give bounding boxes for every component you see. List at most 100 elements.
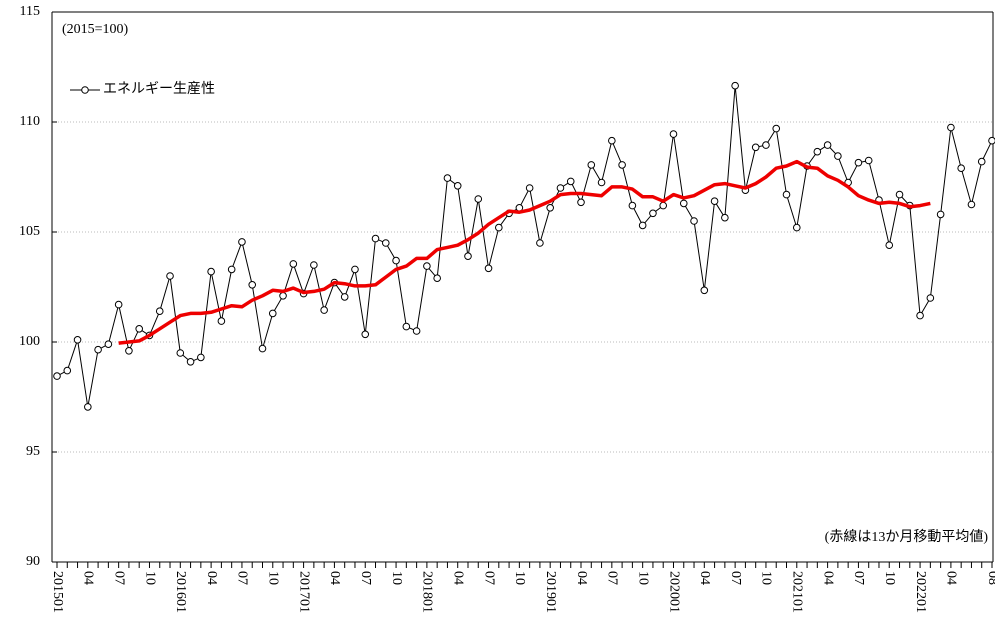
x-tick-label: 07: [481, 571, 496, 585]
x-tick-label: 07: [358, 571, 373, 585]
data-point: [268, 309, 277, 318]
x-tick-label: 202001: [666, 571, 681, 613]
data-point: [310, 261, 318, 269]
y-tick-label: 105: [19, 224, 40, 239]
data-point: [669, 130, 678, 138]
x-tick-label: 04: [820, 571, 835, 585]
data-point: [947, 123, 955, 132]
x-tick-label: 10: [142, 571, 157, 585]
x-tick-label: 201601: [173, 571, 188, 613]
data-point: [679, 199, 688, 208]
data-point: [73, 336, 82, 344]
data-point: [94, 345, 102, 354]
data-point: [114, 300, 123, 309]
data-point: [258, 344, 267, 353]
data-point: [792, 223, 801, 232]
data-point: [823, 141, 832, 149]
x-tick-label: 10: [266, 571, 281, 585]
y-tick-label: 95: [26, 444, 40, 459]
data-point: [371, 234, 380, 243]
data-point: [556, 184, 565, 192]
x-tick-label: 202101: [790, 571, 805, 613]
data-point: [536, 239, 544, 247]
data-point: [895, 190, 904, 199]
data-point: [782, 190, 791, 199]
x-tick-label: 07: [851, 571, 866, 585]
data-point: [854, 158, 863, 167]
data-point: [279, 292, 287, 300]
data-point: [967, 200, 976, 209]
data-point: [464, 252, 472, 261]
data-point: [495, 223, 503, 232]
x-tick-label: 10: [512, 571, 527, 585]
data-point: [63, 366, 72, 375]
x-tick-label: 10: [882, 571, 897, 585]
data-point: [813, 147, 822, 156]
data-point: [392, 256, 400, 265]
moving-average-line: [118, 159, 931, 345]
data-point: [135, 325, 143, 333]
data-point: [217, 317, 226, 325]
data-point: [402, 322, 411, 331]
x-tick-label: 07: [111, 571, 126, 585]
data-point: [238, 238, 246, 246]
data-point: [186, 358, 195, 366]
x-tick-label: 04: [944, 571, 959, 585]
data-line: [56, 85, 993, 408]
x-tick-label: 10: [759, 571, 774, 585]
x-tick-label: 04: [204, 571, 219, 585]
data-point: [381, 239, 390, 247]
data-point: [525, 184, 534, 192]
data-point: [546, 204, 554, 212]
data-point: [289, 260, 298, 268]
data-point: [926, 294, 935, 302]
x-tick-label: 201801: [420, 571, 435, 613]
x-tick-label: 04: [81, 571, 96, 585]
data-point: [166, 272, 174, 280]
x-tick-label: 201501: [50, 571, 65, 613]
y-tick-label: 115: [20, 4, 40, 19]
data-point: [176, 349, 185, 357]
data-point: [864, 156, 873, 165]
data-point: [916, 311, 924, 320]
data-point: [340, 293, 349, 301]
base-note: (2015=100): [62, 22, 129, 37]
data-point: [484, 264, 493, 273]
data-point: [453, 182, 462, 190]
data-point: [988, 136, 995, 145]
data-point: [197, 353, 205, 362]
data-point: [412, 327, 421, 335]
data-point: [227, 265, 236, 274]
data-point: [834, 152, 842, 160]
data-point: [659, 201, 668, 210]
data-point: [443, 174, 452, 182]
data-point: [361, 330, 370, 339]
data-point: [762, 141, 770, 149]
y-tick-label: 100: [19, 334, 40, 349]
data-point: [577, 198, 585, 207]
data-point: [125, 347, 133, 355]
x-tick-label: 08: [985, 571, 995, 585]
data-point: [608, 136, 616, 145]
data-point: [587, 161, 596, 169]
x-tick-label: 202201: [913, 571, 928, 613]
data-point: [649, 209, 657, 218]
data-point: [474, 195, 483, 203]
x-tick-label: 04: [574, 571, 589, 585]
y-tick-label: 110: [20, 114, 40, 129]
x-tick-label: 201701: [296, 571, 311, 613]
data-point: [957, 164, 965, 172]
x-tick-label: 04: [697, 571, 712, 585]
data-point: [84, 403, 92, 411]
data-point: [618, 161, 626, 169]
data-point: [566, 177, 575, 186]
data-point: [885, 241, 894, 249]
y-tick-label: 90: [26, 554, 40, 569]
x-tick-label: 04: [327, 571, 342, 585]
data-point: [638, 221, 647, 230]
x-tick-label: 10: [389, 571, 404, 585]
data-point: [628, 201, 637, 210]
x-tick-label: 10: [635, 571, 650, 585]
data-point: [721, 213, 729, 222]
